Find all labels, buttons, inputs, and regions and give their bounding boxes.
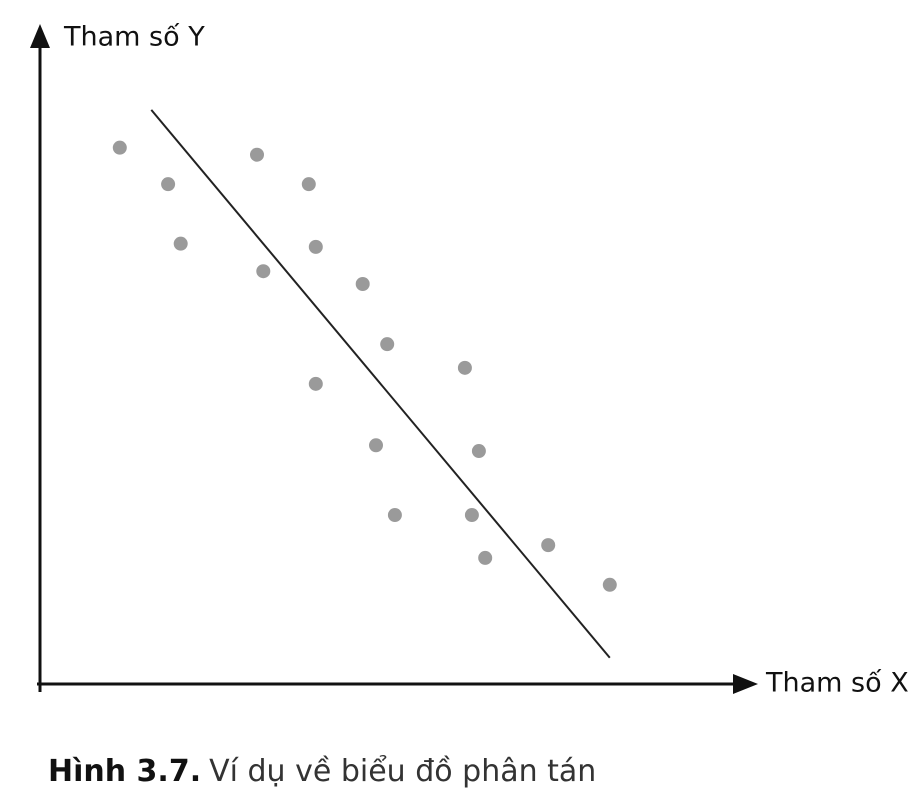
point <box>173 236 188 251</box>
caption: Hình 3.7. Ví dụ về biểu đồ phân tán <box>48 753 596 789</box>
point <box>161 177 176 192</box>
point <box>369 438 383 453</box>
point <box>380 337 395 352</box>
point <box>387 508 402 523</box>
x-axis-arrow <box>733 674 758 694</box>
point <box>308 239 323 254</box>
point <box>471 444 486 459</box>
point <box>308 376 323 391</box>
caption-label: Hình 3.7. <box>48 754 201 789</box>
point <box>478 550 493 565</box>
point <box>301 177 316 192</box>
point <box>256 264 271 279</box>
point <box>541 538 556 553</box>
y-axis-arrow <box>30 24 50 48</box>
point <box>250 147 264 162</box>
caption-text: Ví dụ về biểu đồ phân tán <box>209 753 596 789</box>
point <box>457 360 472 375</box>
x-axis-label: Tham số X <box>765 668 909 699</box>
point <box>464 508 479 523</box>
y-axis-label: Tham số Y <box>63 22 205 53</box>
point <box>355 277 370 291</box>
point <box>112 140 127 155</box>
point <box>602 577 617 592</box>
trend-line <box>150 109 611 659</box>
